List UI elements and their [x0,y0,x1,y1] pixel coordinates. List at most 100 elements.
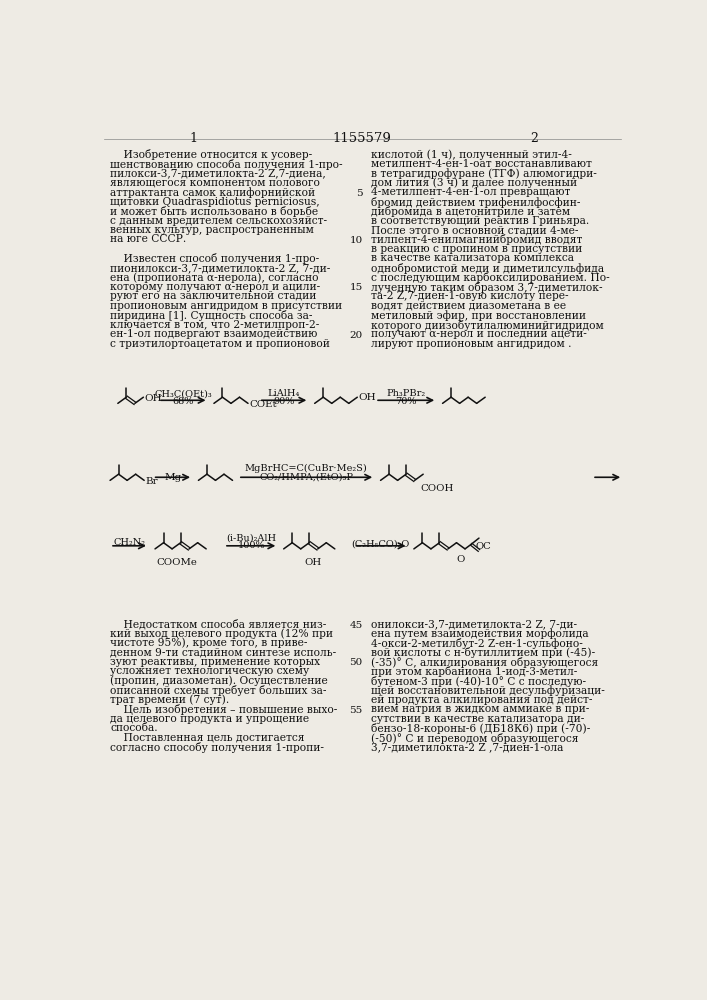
Text: которому получают α-нерол и ацили-: которому получают α-нерол и ацили- [110,282,320,292]
Text: CO₂/HMPA,(EtO)₃P: CO₂/HMPA,(EtO)₃P [259,473,354,482]
Text: в реакцию с пропином в присутствии: в реакцию с пропином в присутствии [371,244,583,254]
Text: (-35)° С, алкилирования образующегося: (-35)° С, алкилирования образующегося [371,657,599,668]
Text: Цель изобретения – повышение выхо-: Цель изобретения – повышение выхо- [110,704,337,715]
Text: водят действием диазометана в ее: водят действием диазометана в ее [371,301,566,311]
Text: пилокси-3,7-диметилокта-2 Z,7-диена,: пилокси-3,7-диметилокта-2 Z,7-диена, [110,168,326,178]
Text: 20: 20 [349,331,363,340]
Text: Недостатком способа является низ-: Недостатком способа является низ- [110,619,327,630]
Text: вием натрия в жидком аммиаке в при-: вием натрия в жидком аммиаке в при- [371,704,590,714]
Text: с данным вредителем сельскохозяйст-: с данным вредителем сельскохозяйст- [110,216,327,226]
Text: пионилокси-3,7-диметилокта-2 Z, 7-ди-: пионилокси-3,7-диметилокта-2 Z, 7-ди- [110,263,330,273]
Text: лируют пропионовым ангидридом .: лируют пропионовым ангидридом . [371,339,572,349]
Text: 4-окси-2-метилбут-2 Z-ен-1-сульфоно-: 4-окси-2-метилбут-2 Z-ен-1-сульфоно- [371,638,583,649]
Text: COOMe: COOMe [156,558,197,567]
Text: MgBrHC=C(CuBr·Me₂S): MgBrHC=C(CuBr·Me₂S) [245,463,368,473]
Text: 90%: 90% [273,397,294,406]
Text: усложняет технологическую схему: усложняет технологическую схему [110,666,310,676]
Text: кислотой (1 ч), полученный этил-4-: кислотой (1 ч), полученный этил-4- [371,149,572,160]
Text: которого диизобутилалюминийгидридом: которого диизобутилалюминийгидридом [371,320,604,331]
Text: согласно способу получения 1-пропи-: согласно способу получения 1-пропи- [110,742,324,753]
Text: (пропин, диазометан). Осуществление: (пропин, диазометан). Осуществление [110,676,328,686]
Text: Ph₃PBr₂: Ph₃PBr₂ [387,389,426,398]
Text: 2: 2 [530,132,538,145]
Text: (-50)° С и переводом образующегося: (-50)° С и переводом образующегося [371,733,579,744]
Text: 1155579: 1155579 [332,132,392,145]
Text: с триэтилортоацетатом и пропионовой: с триэтилортоацетатом и пропионовой [110,339,330,349]
Text: лученную таким образом 3,7-диметилок-: лученную таким образом 3,7-диметилок- [371,282,603,293]
Text: чистоте 95%), кроме того, в приве-: чистоте 95%), кроме того, в приве- [110,638,308,648]
Text: 45: 45 [349,620,363,630]
Text: 5: 5 [356,189,363,198]
Text: зуют реактивы, применение которых: зуют реактивы, применение которых [110,657,320,667]
Text: та-2 Z,7-диен-1-овую кислоту пере-: та-2 Z,7-диен-1-овую кислоту пере- [371,291,569,301]
Text: онилокси-3,7-диметилокта-2 Z, 7-ди-: онилокси-3,7-диметилокта-2 Z, 7-ди- [371,619,578,629]
Text: руют его на заключительной стадии: руют его на заключительной стадии [110,291,317,301]
Text: тилпент-4-енилмагнийбромид вводят: тилпент-4-енилмагнийбромид вводят [371,234,583,245]
Text: на юге СССР.: на юге СССР. [110,234,187,244]
Text: и может быть использовано в борьбе: и может быть использовано в борьбе [110,206,318,217]
Text: метиловый эфир, при восстановлении: метиловый эфир, при восстановлении [371,310,586,321]
Text: да целевого продукта и упрощение: да целевого продукта и упрощение [110,714,309,724]
Text: OH: OH [305,558,322,567]
Text: 55: 55 [349,706,363,715]
Text: Изобретение относится к усовер-: Изобретение относится к усовер- [110,149,312,160]
Text: Известен способ получения 1-про-: Известен способ получения 1-про- [110,253,320,264]
Text: OC: OC [476,542,491,551]
Text: сутствии в качестве катализатора ди-: сутствии в качестве катализатора ди- [371,714,585,724]
Text: 100%: 100% [238,541,265,550]
Text: ключается в том, что 2-метилпроп-2-: ключается в том, что 2-метилпроп-2- [110,320,320,330]
Text: шенствованию способа получения 1-про-: шенствованию способа получения 1-про- [110,159,343,170]
Text: вой кислоты с н-бутиллитием при (-45)-: вой кислоты с н-бутиллитием при (-45)- [371,647,595,658]
Text: 1: 1 [189,132,197,145]
Text: при этом карбаниона 1-иод-3-метил-: при этом карбаниона 1-иод-3-метил- [371,666,578,677]
Text: щитовки Quadraspidiotus perniciosus,: щитовки Quadraspidiotus perniciosus, [110,197,320,207]
Text: способа.: способа. [110,723,158,733]
Text: щей восстановительной десульфуризаци-: щей восстановительной десульфуризаци- [371,685,605,696]
Text: однобромистой меди и диметилсульфида: однобромистой меди и диметилсульфида [371,263,604,274]
Text: (i-Bu)₂AlH: (i-Bu)₂AlH [226,533,276,542]
Text: с последующим карбоксилированием. По-: с последующим карбоксилированием. По- [371,272,610,283]
Text: COOH: COOH [421,484,454,493]
Text: 70%: 70% [395,397,417,406]
Text: метилпент-4-ен-1-оат восстанавливают: метилпент-4-ен-1-оат восстанавливают [371,159,592,169]
Text: (C₂H₅CO)₂O: (C₂H₅CO)₂O [351,540,409,549]
Text: После этого в основной стадии 4-ме-: После этого в основной стадии 4-ме- [371,225,579,235]
Text: 50: 50 [349,658,363,667]
Text: дом лития (3 ч) и далее полученный: дом лития (3 ч) и далее полученный [371,178,578,188]
Text: описанной схемы требует больших за-: описанной схемы требует больших за- [110,685,327,696]
Text: Поставленная цель достигается: Поставленная цель достигается [110,733,305,743]
Text: пропионовым ангидридом в присутствии: пропионовым ангидридом в присутствии [110,301,342,311]
Text: 3,7-диметилокта-2 Z ,7-диен-1-ола: 3,7-диметилокта-2 Z ,7-диен-1-ола [371,742,563,752]
Text: ена путем взаимодействия морфолида: ена путем взаимодействия морфолида [371,628,589,639]
Text: 68%: 68% [173,397,194,406]
Text: ей продукта алкилирования под дейст-: ей продукта алкилирования под дейст- [371,695,592,705]
Text: денном 9-ти стадийном синтезе исполь-: денном 9-ти стадийном синтезе исполь- [110,647,337,657]
Text: кий выход целевого продукта (12% при: кий выход целевого продукта (12% при [110,628,333,639]
Text: ен-1-ол подвергают взаимодействию: ен-1-ол подвергают взаимодействию [110,329,317,339]
Text: бромид действием трифенилфосфин-: бромид действием трифенилфосфин- [371,197,580,208]
Text: в соответствующий реактив Гриньяра.: в соответствующий реактив Гриньяра. [371,216,590,226]
Text: дибромида в ацетонитриле и затем: дибромида в ацетонитриле и затем [371,206,571,217]
Text: в качестве катализатора комплекса: в качестве катализатора комплекса [371,253,574,263]
Text: 10: 10 [349,236,363,245]
Text: CH₃C(OEt)₃: CH₃C(OEt)₃ [154,389,212,398]
Text: получают α-нерол и последний ацети-: получают α-нерол и последний ацети- [371,329,587,339]
Text: 4-метилпент-4-ен-1-ол превращают: 4-метилпент-4-ен-1-ол превращают [371,187,571,197]
Text: OH: OH [144,394,162,403]
Text: Mg: Mg [164,473,182,482]
Text: аттрактанта самок калифорнийской: аттрактанта самок калифорнийской [110,187,315,198]
Text: Br: Br [146,477,158,486]
Text: являющегося компонентом полового: являющегося компонентом полового [110,178,320,188]
Text: бензо-18-короны-6 (ДБ18К6) при (-70)-: бензо-18-короны-6 (ДБ18К6) при (-70)- [371,723,590,734]
Text: O: O [456,555,464,564]
Text: бутеном-3 при (-40)-10° С с последую-: бутеном-3 при (-40)-10° С с последую- [371,676,586,687]
Text: в тетрагидрофуране (ТГФ) алюмогидри-: в тетрагидрофуране (ТГФ) алюмогидри- [371,168,597,179]
Text: венных культур, распространенным: венных культур, распространенным [110,225,314,235]
Text: OH: OH [358,393,375,402]
Text: CH₂N₂: CH₂N₂ [113,538,146,547]
Text: трат времени (7 сут).: трат времени (7 сут). [110,695,229,705]
Text: ена (пропионата α-нерола), согласно: ена (пропионата α-нерола), согласно [110,272,319,283]
Text: 15: 15 [349,283,363,292]
Text: COEt: COEt [250,400,277,409]
Text: пиридина [1]. Сущность способа за-: пиридина [1]. Сущность способа за- [110,310,312,321]
